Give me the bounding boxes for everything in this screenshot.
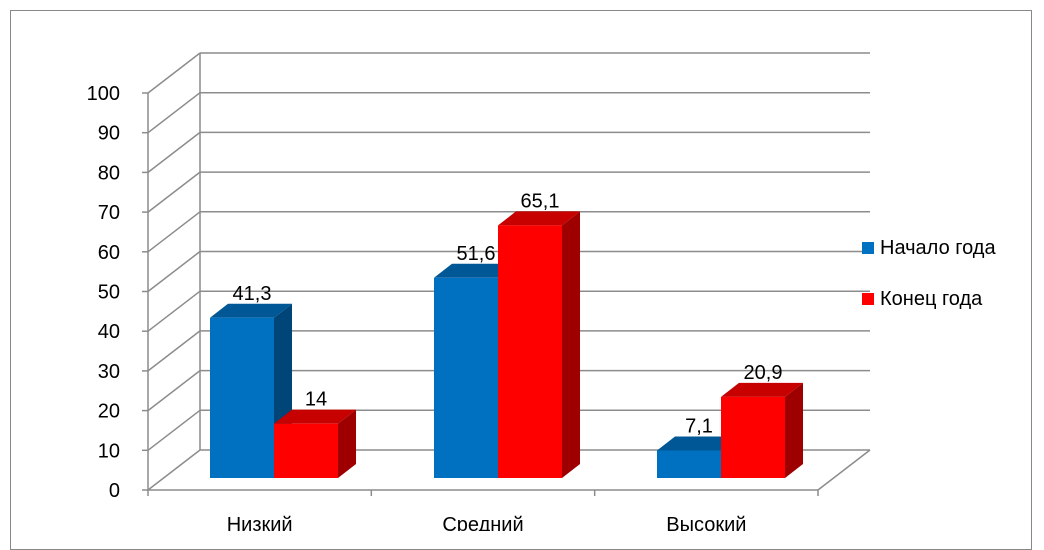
side-grid-line-4 (147, 290, 201, 332)
y-tick-label-0: 0 (109, 480, 120, 502)
legend-item-series-2: Конец года (862, 286, 996, 312)
bar-side-2-1 (562, 211, 580, 479)
bar-series-2-средний (498, 225, 562, 478)
bar-series-1-средний (434, 277, 498, 478)
legend-item-series-1: Начало года (862, 235, 996, 261)
side-grid-line-0 (147, 449, 201, 491)
y-tick-label-2: 20 (98, 401, 120, 423)
bar-side-2-0 (338, 409, 356, 478)
bar-top-1-0 (210, 303, 292, 318)
data-label-series-2-2: 20,9 (744, 362, 783, 384)
legend-label-series-2: Конец года (880, 287, 983, 310)
y-tick-label-6: 60 (98, 242, 120, 264)
floor-right-edge (817, 449, 871, 491)
y-tick-label-5: 50 (98, 282, 120, 304)
x-tick-label-средний: Средний (442, 514, 523, 531)
y-tick-label-9: 90 (98, 123, 120, 145)
side-grid-line-1 (147, 409, 201, 451)
side-grid-line-3 (147, 330, 201, 372)
bar-series-2-высокий (721, 396, 785, 478)
y-tick-label-1: 10 (98, 440, 120, 462)
bar-series-2-низкий (274, 423, 338, 478)
side-grid-line-5 (147, 250, 201, 293)
side-grid-line-6 (147, 211, 201, 253)
side-grid-line-7 (147, 171, 201, 213)
data-label-series-1-1: 51,6 (457, 243, 496, 265)
side-grid-line-2 (147, 370, 201, 412)
bar-top-2-0 (274, 409, 356, 424)
bar-side-2-2 (785, 382, 803, 478)
bar-top-1-2 (657, 436, 739, 451)
y-tick-label-10: 100 (87, 83, 120, 105)
side-grid-line-8 (147, 131, 201, 173)
legend-label-series-1: Начало года (880, 236, 996, 259)
data-label-series-2-0: 14 (305, 389, 327, 411)
bar-top-1-1 (434, 263, 516, 278)
data-label-series-2-1: 65,1 (521, 190, 560, 212)
bar-series-1-высокий (657, 450, 721, 478)
data-label-series-1-0: 41,3 (233, 283, 272, 305)
y-tick-label-3: 30 (98, 361, 120, 383)
y-tick-label-4: 40 (98, 321, 120, 343)
bar-top-2-1 (498, 211, 580, 226)
y-tick-label-8: 80 (98, 162, 120, 184)
bar-top-2-2 (721, 382, 803, 397)
x-tick-label-высокий: Высокий (666, 514, 746, 531)
side-grid-line-10 (147, 52, 201, 94)
side-grid-line-9 (147, 92, 201, 134)
legend: Начало года Конец года (862, 235, 996, 337)
data-label-series-1-2: 7,1 (685, 415, 713, 437)
legend-swatch-series-2 (862, 293, 874, 305)
legend-swatch-series-1 (862, 242, 874, 254)
chart: 0 10 20 30 40 50 60 70 80 90 100 Низкий Средний Высок… (87, 52, 871, 531)
x-tick-label-низкий: Низкий (227, 514, 293, 531)
y-tick-label-7: 70 (98, 202, 120, 224)
bar-series-1-низкий (210, 317, 274, 478)
